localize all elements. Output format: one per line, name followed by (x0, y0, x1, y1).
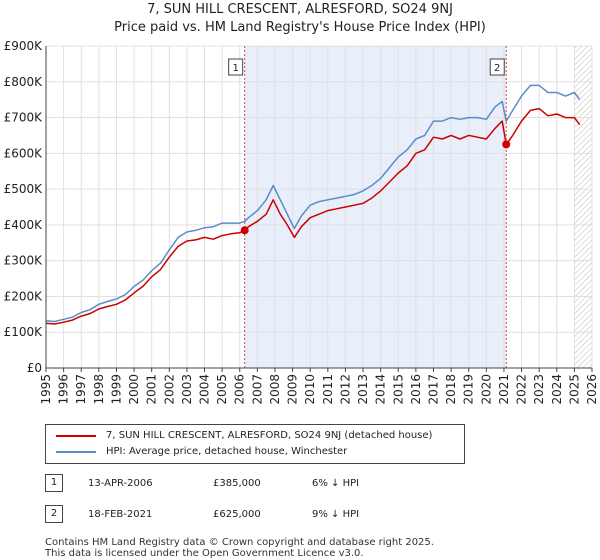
transaction-date: 18-FEB-2021 (88, 509, 153, 520)
sale-label-box (228, 58, 244, 76)
property-price-line (45, 107, 581, 325)
sale-label-box (489, 58, 505, 76)
x-tick-label: 2007 (250, 374, 264, 405)
y-tick-label: £0 (27, 361, 42, 375)
transaction-row: 2 18-FEB-2021 £625,000 9% ↓ HPI (45, 505, 545, 525)
y-tick-label: £400K (4, 218, 44, 232)
y-tick-label: £100K (4, 325, 44, 339)
legend-item-hpi: HPI: Average price, detached house, Winc… (56, 444, 347, 460)
x-tick-label: 2002 (162, 374, 176, 405)
sale-label: 2 (494, 63, 500, 74)
x-tick-label: 2023 (532, 374, 546, 405)
x-tick-label: 2025 (567, 374, 581, 405)
x-tick-label: 2019 (462, 374, 476, 405)
x-tick-label: 2015 (391, 374, 405, 405)
legend-swatch-property (56, 435, 96, 437)
x-tick-label: 2022 (515, 374, 529, 405)
x-tick-label: 1997 (74, 374, 88, 405)
x-tick-label: 2012 (338, 374, 352, 405)
y-tick-label: £300K (4, 254, 44, 268)
x-tick-label: 2024 (550, 374, 564, 405)
legend-swatch-hpi (56, 451, 96, 453)
x-tick-label: 2008 (268, 374, 282, 405)
y-tick-label: £700K (4, 111, 44, 125)
x-tick-label: 2006 (233, 374, 247, 405)
transaction-price: £385,000 (213, 478, 261, 489)
x-tick-label: 2021 (497, 374, 511, 405)
chart-title-line1: 7, SUN HILL CRESCENT, ALRESFORD, SO24 9N… (147, 2, 453, 17)
x-tick-label: 2013 (356, 374, 370, 405)
legend-label-property: 7, SUN HILL CRESCENT, ALRESFORD, SO24 9N… (106, 430, 433, 441)
chart-legend: 7, SUN HILL CRESCENT, ALRESFORD, SO24 9N… (45, 424, 465, 464)
transaction-hpi-diff: 9% ↓ HPI (312, 509, 360, 520)
x-tick-label: 2014 (374, 374, 388, 405)
sale-point (240, 226, 249, 235)
y-tick-label: £500K (4, 182, 44, 196)
footer-license: This data is licensed under the Open Gov… (45, 548, 364, 559)
x-tick-label: 2017 (426, 374, 440, 405)
x-tick-label: 2016 (409, 374, 423, 405)
x-tick-label: 1996 (57, 374, 71, 405)
sale-label: 1 (232, 63, 238, 74)
x-tick-label: 1999 (109, 374, 123, 405)
legend-label-hpi: HPI: Average price, detached house, Winc… (106, 446, 348, 457)
x-tick-label: 2011 (321, 374, 335, 405)
chart-title-line2: Price paid vs. HM Land Registry's House … (114, 20, 486, 35)
y-tick-label: £800K (4, 75, 44, 89)
x-tick-label: 2005 (215, 374, 229, 405)
x-tick-label: 2003 (180, 374, 194, 405)
x-tick-label: 2018 (444, 374, 458, 405)
x-tick-label: 2004 (198, 374, 212, 405)
x-tick-label: 2020 (479, 374, 493, 405)
transaction-price: £625,000 (213, 509, 261, 520)
transaction-number-badge: 1 (45, 474, 63, 492)
price-chart: 1 2 £0 £100K £200K £300K £400K £500K £600K £700K… (4, 39, 599, 405)
footer-copyright: Contains HM Land Registry data © Crown c… (45, 537, 434, 548)
x-tick-label: 2010 (303, 374, 317, 405)
transaction-row: 1 13-APR-2006 £385,000 6% ↓ HPI (45, 474, 545, 494)
x-tick-label: 2001 (145, 374, 159, 405)
x-tick-label: 1995 (39, 374, 53, 405)
hpi-line (45, 84, 581, 323)
transaction-number-badge: 2 (45, 505, 63, 523)
legend-item-property: 7, SUN HILL CRESCENT, ALRESFORD, SO24 9N… (56, 428, 432, 444)
x-tick-label: 1998 (92, 374, 106, 405)
x-tick-label: 2009 (286, 374, 300, 405)
sale-point (502, 140, 511, 149)
transaction-date: 13-APR-2006 (88, 478, 153, 489)
y-tick-label: £600K (4, 146, 44, 160)
transaction-hpi-diff: 6% ↓ HPI (312, 478, 360, 489)
ownership-shaded-region (244, 46, 507, 368)
x-tick-label: 2026 (585, 374, 599, 405)
y-tick-label: £900K (4, 39, 44, 53)
projection-hatched-region (574, 46, 592, 368)
x-tick-label: 2000 (127, 374, 141, 405)
y-tick-label: £200K (4, 289, 44, 303)
